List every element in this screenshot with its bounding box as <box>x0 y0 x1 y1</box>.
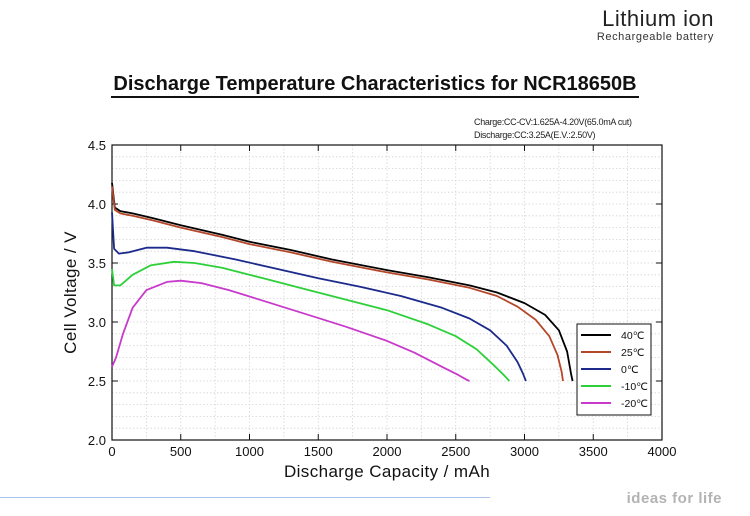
x-tick-label: 4000 <box>648 444 677 459</box>
x-tick-label: 0 <box>108 444 115 459</box>
chart-title: Discharge Temperature Characteristics fo… <box>111 73 639 98</box>
brand-logo: Lithium ion Rechargeable battery <box>597 8 714 43</box>
y-tick-label: 2.5 <box>88 374 106 389</box>
legend-entry: 40℃ <box>621 330 645 342</box>
y-tick-label: 2.0 <box>88 433 106 448</box>
legend-entry: 0℃ <box>621 364 639 376</box>
series-line-2 <box>111 212 527 382</box>
brand-title: Lithium ion <box>602 6 714 31</box>
series-line-0 <box>111 182 574 382</box>
y-tick-label: 4.0 <box>88 197 106 212</box>
y-tick-label: 3.5 <box>88 256 106 271</box>
footer-tagline: ideas for life <box>626 490 722 507</box>
x-tick-label: 1500 <box>304 444 333 459</box>
legend-entry: -20℃ <box>621 398 648 410</box>
x-tick-label: 3000 <box>510 444 539 459</box>
x-tick-label: 3500 <box>579 444 608 459</box>
legend-entry: 25℃ <box>621 347 645 359</box>
x-tick-label: 2500 <box>441 444 470 459</box>
footer-divider <box>0 497 490 498</box>
series-line-4 <box>111 279 470 382</box>
y-tick-label: 3.0 <box>88 315 106 330</box>
x-tick-label: 1000 <box>235 444 264 459</box>
x-tick-label: 2000 <box>373 444 402 459</box>
condition-text-1: Discharge:CC:3.25A(E.V.:2.50V) <box>474 130 596 140</box>
y-tick-label: 4.5 <box>88 138 106 153</box>
brand-subtitle: Rechargeable battery <box>596 31 714 43</box>
chart-title-wrap: Discharge Temperature Characteristics fo… <box>0 73 750 98</box>
x-axis-label: Discharge Capacity / mAh <box>284 462 490 481</box>
legend-entry: -10℃ <box>621 381 648 393</box>
y-axis-label: Cell Voltage / V <box>61 231 80 354</box>
series-line-3 <box>111 260 511 382</box>
x-tick-label: 500 <box>170 444 192 459</box>
condition-text-0: Charge:CC-CV:1.625A-4.20V(65.0mA cut) <box>474 117 632 127</box>
series-line-1 <box>111 186 564 382</box>
